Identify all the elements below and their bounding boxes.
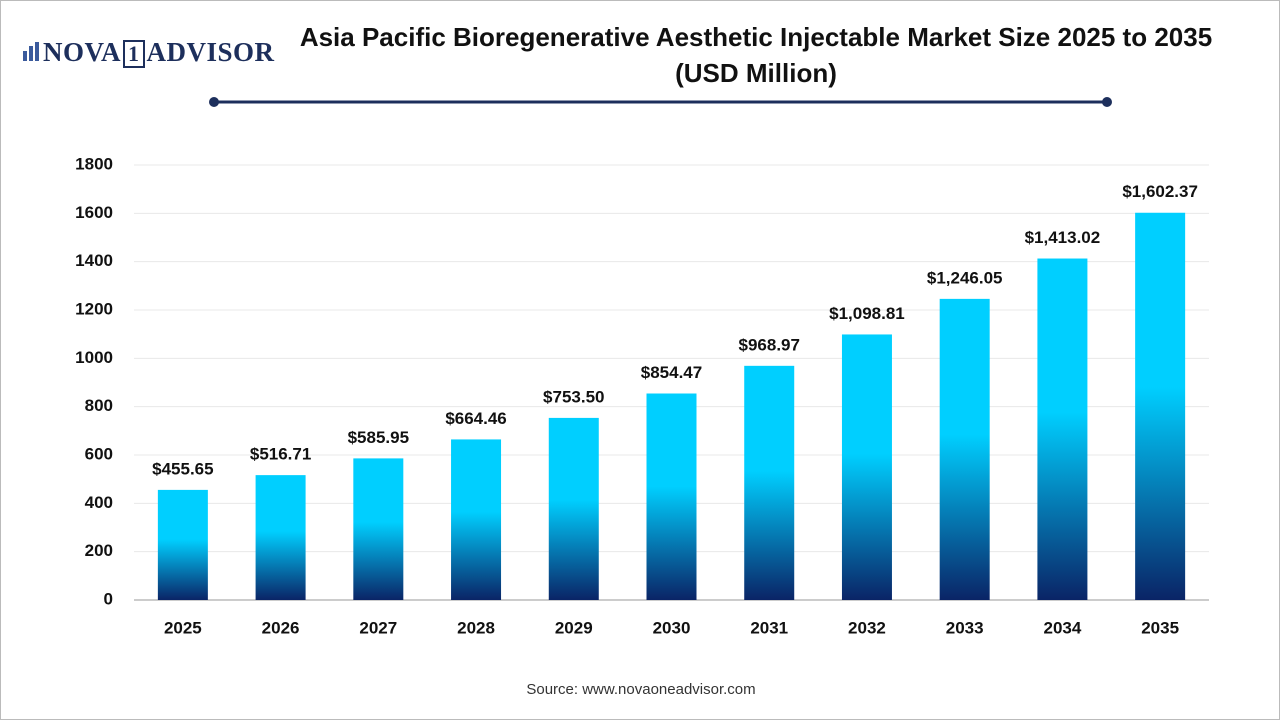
value-label: $1,602.37 <box>1122 182 1198 201</box>
bar <box>744 365 795 600</box>
bar <box>939 298 990 600</box>
y-tick-label: 1200 <box>75 299 113 318</box>
logo-text: ADVISOR <box>146 37 275 67</box>
bar <box>451 439 502 600</box>
y-tick-label: 200 <box>85 541 113 560</box>
logo-text: NOVA <box>43 37 122 67</box>
value-label: $585.95 <box>348 428 409 447</box>
logo: NOVA 1 ADVISOR <box>23 37 275 68</box>
y-tick-label: 0 <box>104 589 113 608</box>
logo-mark: 1 <box>123 40 145 68</box>
bar <box>1037 258 1088 600</box>
x-tick-label: 2026 <box>262 618 300 637</box>
value-label: $516.71 <box>250 445 311 464</box>
y-tick-label: 400 <box>85 493 113 512</box>
chart-title: Asia Pacific Bioregenerative Aesthetic I… <box>299 22 1213 88</box>
title-rule-dot <box>1102 97 1112 107</box>
x-tick-label: 2034 <box>1043 618 1081 637</box>
value-label: $854.47 <box>641 363 702 382</box>
bar <box>255 475 306 600</box>
title-rule-dot <box>209 97 219 107</box>
source: Source: www.novaoneadvisor.com <box>526 681 755 698</box>
y-tick-label: 800 <box>85 396 113 415</box>
x-tick-label: 2035 <box>1141 618 1179 637</box>
bar <box>353 458 404 600</box>
x-tick-label: 2027 <box>359 618 397 637</box>
x-tick-label: 2032 <box>848 618 886 637</box>
value-label: $1,246.05 <box>927 268 1003 287</box>
logo-icon <box>23 42 39 61</box>
y-tick-label: 600 <box>85 444 113 463</box>
x-tick-label: 2033 <box>946 618 984 637</box>
bar <box>646 393 697 600</box>
bar <box>841 334 892 600</box>
y-tick-label: 1400 <box>75 251 113 270</box>
x-tick-label: 2030 <box>653 618 691 637</box>
y-tick-label: 1000 <box>75 348 113 367</box>
bar <box>1135 212 1186 600</box>
value-label: $1,413.02 <box>1025 228 1101 247</box>
x-tick-label: 2025 <box>164 618 202 637</box>
value-label: $753.50 <box>543 387 604 406</box>
value-label: $1,098.81 <box>829 304 905 323</box>
y-tick-label: 1600 <box>75 203 113 222</box>
x-tick-label: 2031 <box>750 618 788 637</box>
bar <box>157 489 208 600</box>
x-tick-label: 2028 <box>457 618 495 637</box>
y-tick-label: 1800 <box>75 154 113 173</box>
bar <box>548 417 599 600</box>
value-label: $455.65 <box>152 459 213 478</box>
x-tick-label: 2029 <box>555 618 593 637</box>
value-label: $664.46 <box>445 409 506 428</box>
value-label: $968.97 <box>739 335 800 354</box>
